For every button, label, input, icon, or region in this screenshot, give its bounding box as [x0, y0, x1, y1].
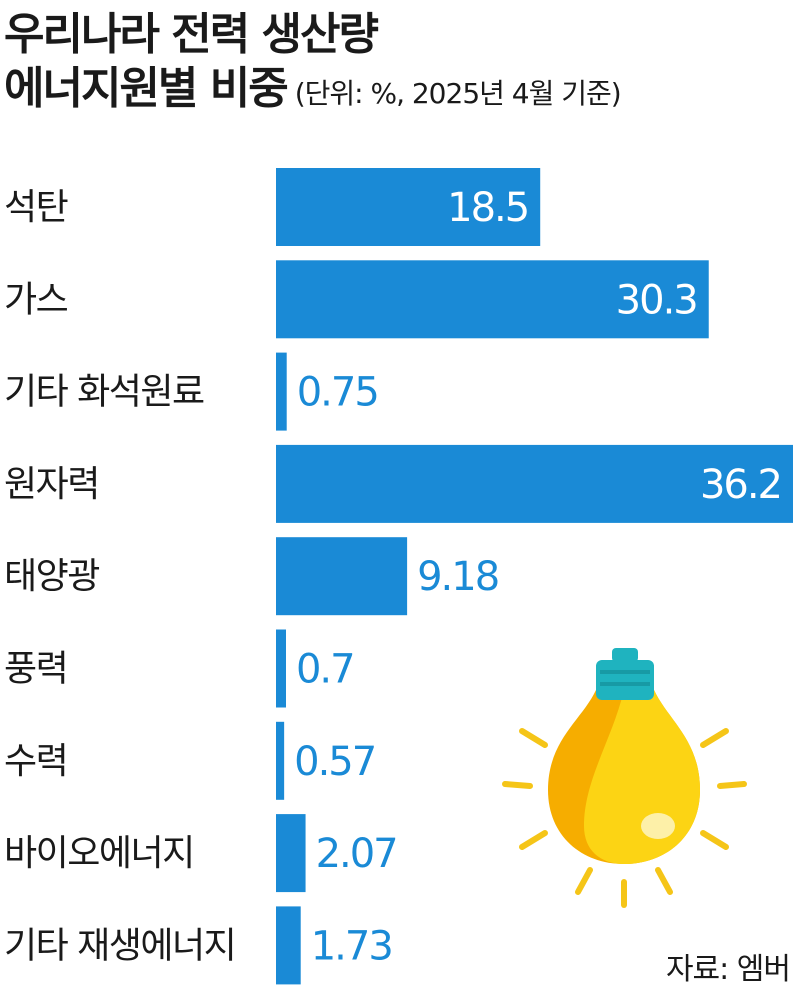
- category-label: 기타 재생에너지: [4, 925, 235, 966]
- bar: [276, 814, 306, 893]
- chart-title-line-1: 우리나라 전력 생산량: [4, 9, 379, 60]
- bulb-base: [596, 660, 654, 700]
- value-labels: 18.5 30.3 0.75 36.2 9.18 0.7 0.57 2.07 1.73: [294, 185, 783, 969]
- bar: [276, 444, 793, 523]
- bulb-reflection: [641, 813, 675, 839]
- light-bulb-icon: [502, 648, 747, 908]
- title-block: 우리나라 전력 생산량 에너지원별 비중 (단위: %, 2025년 4월 기준): [4, 8, 622, 121]
- bar: [276, 352, 287, 431]
- value-label: 2.07: [316, 831, 397, 877]
- value-label: 36.2: [700, 462, 781, 508]
- source-note: 자료: 엠버: [665, 952, 791, 987]
- value-label: 0.75: [297, 370, 378, 416]
- category-label: 수력: [4, 741, 67, 782]
- value-label: 9.18: [417, 554, 498, 600]
- chart-title-text: 에너지원별 비중: [4, 63, 289, 114]
- value-label: 0.7: [296, 647, 354, 693]
- value-label: 1.73: [311, 923, 392, 969]
- value-label: 0.57: [294, 739, 375, 785]
- category-label: 바이오에너지: [4, 833, 194, 874]
- category-label: 원자력: [4, 464, 99, 505]
- category-label: 태양광: [4, 556, 99, 597]
- bar: [276, 906, 301, 985]
- value-label: 30.3: [616, 277, 697, 323]
- bulb-tip: [612, 648, 638, 662]
- bar: [276, 721, 285, 800]
- light-rays: [502, 728, 747, 908]
- chart-title-line-2: 에너지원별 비중 (단위: %, 2025년 4월 기준): [4, 62, 622, 121]
- category-label: 기타 화석원료: [4, 372, 204, 413]
- bar: [276, 629, 286, 708]
- bar: [276, 537, 408, 616]
- bar: [276, 168, 541, 246]
- unit-note: (단위: %, 2025년 4월 기준): [294, 77, 622, 110]
- bars: [276, 168, 793, 985]
- value-label: 18.5: [447, 185, 528, 231]
- bar: [276, 260, 709, 339]
- category-label: 풍력: [4, 649, 67, 690]
- category-label: 가스: [4, 279, 68, 320]
- category-label: 석탄: [4, 187, 68, 228]
